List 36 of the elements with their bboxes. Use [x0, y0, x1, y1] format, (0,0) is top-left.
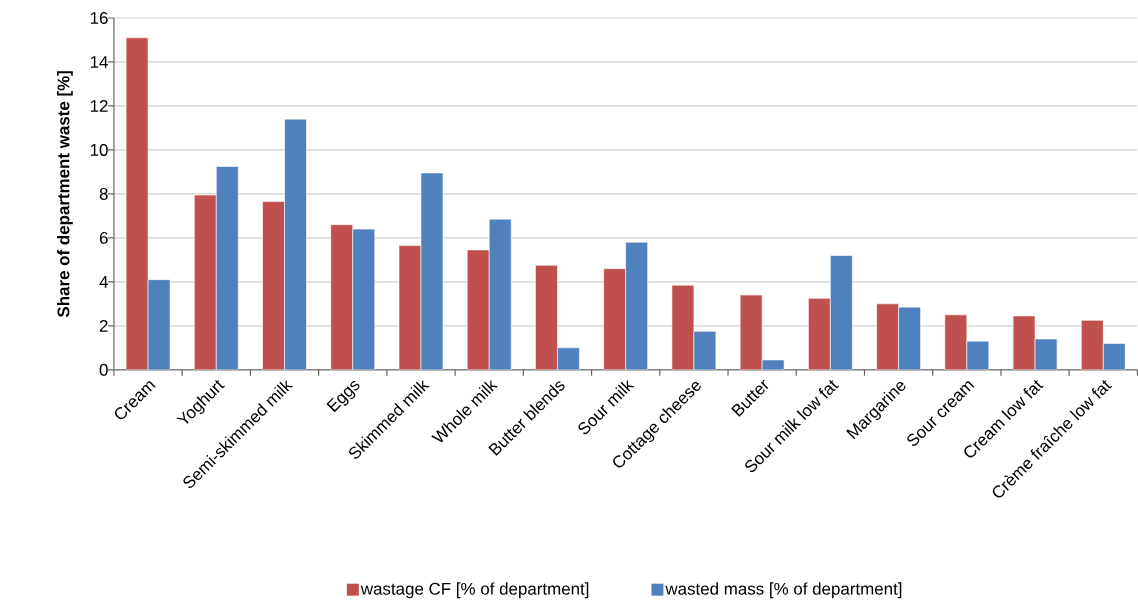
y-tick-label: 12 [90, 100, 108, 113]
bar [1102, 343, 1126, 370]
bar [966, 341, 990, 370]
bar [352, 228, 376, 370]
bar [215, 166, 239, 370]
bar [830, 255, 853, 370]
bar [488, 219, 512, 370]
y-tick-label: 16 [90, 12, 108, 25]
y-tick-label: 6 [99, 232, 108, 245]
bar [262, 201, 285, 370]
y-tick-label: 2 [99, 320, 108, 332]
bar [194, 194, 217, 370]
bar [535, 265, 558, 370]
bar [944, 314, 968, 370]
bar [898, 306, 921, 370]
legend-label: wastage CF [% of department] [360, 582, 589, 599]
bar [557, 347, 580, 370]
bar [808, 298, 831, 370]
bar [147, 279, 171, 370]
bar [466, 249, 490, 370]
bar [625, 242, 648, 370]
bar [876, 303, 899, 370]
bar [330, 224, 354, 370]
bar [398, 245, 422, 370]
bar [420, 172, 444, 370]
y-tick-label: 14 [90, 56, 108, 68]
y-tick-label: 0 [99, 363, 108, 376]
legend-label: wasted mass [% of department] [665, 582, 902, 599]
bar [125, 37, 149, 370]
y-axis-title: Share of department waste [%] [57, 71, 73, 318]
y-tick-label: 4 [99, 276, 108, 288]
y-tick-label: 8 [99, 188, 108, 201]
bar [1081, 320, 1104, 370]
bar [284, 119, 307, 370]
y-tick-label: 10 [90, 144, 108, 157]
bar [603, 268, 626, 370]
